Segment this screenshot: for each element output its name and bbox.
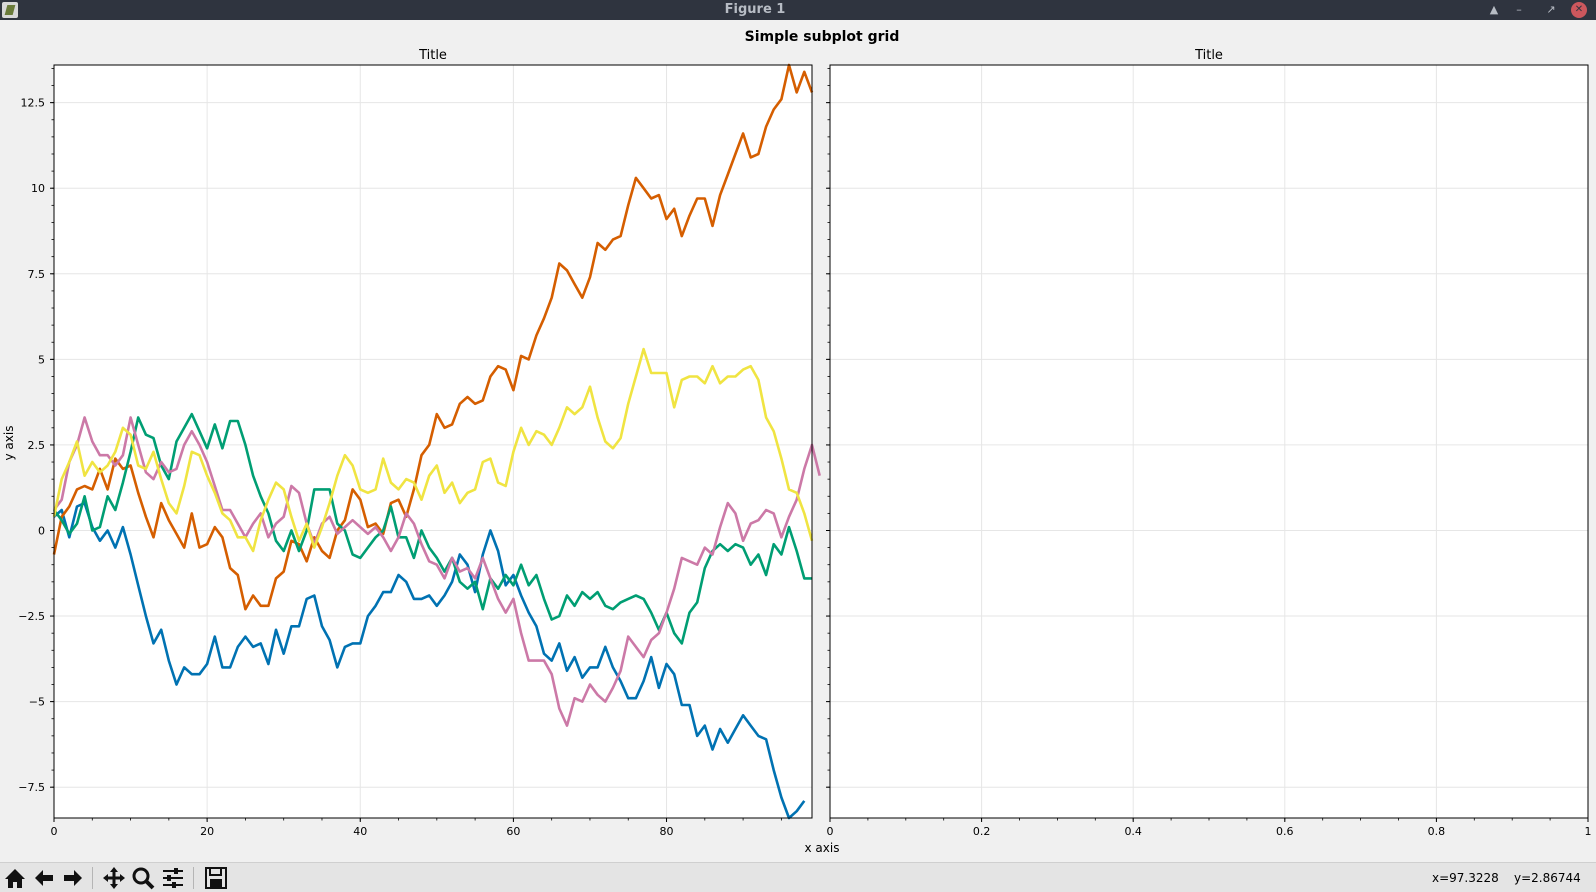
forward-arrow-icon[interactable] (60, 865, 86, 891)
zoom-icon[interactable] (130, 865, 156, 891)
series-line-1 (53, 501, 806, 820)
plot-area[interactable] (54, 65, 812, 818)
navigation-toolbar: x=97.3228 y=2.86744 (0, 862, 1596, 892)
x-tick-label: 20 (200, 825, 214, 838)
x-tick-label: 0 (827, 825, 834, 838)
y-tick-label: −2.5 (18, 610, 45, 623)
cursor-y-readout: y=2.86744 (1514, 871, 1581, 885)
y-tick-label: −7.5 (18, 781, 45, 794)
y-tick-label: 10 (31, 182, 45, 195)
window-titlebar: Figure 1 ▲ – ↗ ✕ (0, 0, 1596, 20)
minimize-icon[interactable]: – (1516, 3, 1522, 16)
figure-suptitle: Simple subplot grid (745, 29, 900, 45)
y-axis-label: y axis (2, 426, 16, 461)
cursor-x-readout: x=97.3228 (1432, 871, 1499, 885)
subplot-title: Title (1194, 48, 1223, 63)
x-tick-label: 0.4 (1124, 825, 1142, 838)
home-icon[interactable] (2, 865, 28, 891)
configure-subplots-icon[interactable] (160, 865, 186, 891)
figure-canvas[interactable]: Simple subplot grid 0 20 40 60 80−7.5−5−2.50… (0, 20, 1596, 862)
y-tick-label: −5 (29, 696, 45, 709)
subplot-title: Title (418, 48, 447, 63)
y-tick-label: 5 (38, 353, 45, 366)
series-line-3 (52, 412, 812, 645)
axes-frame (53, 64, 813, 819)
y-tick-label: 12.5 (21, 97, 46, 110)
series-line-5 (52, 347, 814, 553)
x-tick-label: 0.2 (973, 825, 991, 838)
x-tick-label: 0.6 (1276, 825, 1294, 838)
series-line-2 (52, 63, 814, 611)
x-tick-label: 60 (506, 825, 520, 838)
save-icon[interactable] (203, 865, 229, 891)
x-tick-label: 1 (1585, 825, 1592, 838)
left-subplot[interactable]: 0 20 40 60 80 −7.5 −5 −2.5 0 2.5 5 7.5 10 12.5 Title (18, 48, 821, 838)
back-arrow-icon[interactable] (31, 865, 57, 891)
shade-icon[interactable]: ▲ (1489, 3, 1499, 16)
axes-frame (829, 64, 1589, 819)
x-tick-label: 40 (353, 825, 367, 838)
toolbar-separator (92, 867, 93, 889)
y-tick-label: 7.5 (28, 268, 46, 281)
series-line-4 (52, 416, 821, 727)
y-tick-label: 0 (38, 524, 45, 537)
x-tick-label: 0 (51, 825, 58, 838)
app-icon (2, 2, 18, 18)
restore-icon[interactable]: ↗ (1546, 3, 1556, 16)
close-icon[interactable]: ✕ (1571, 2, 1587, 18)
x-tick-label: 80 (660, 825, 674, 838)
pan-icon[interactable] (101, 865, 127, 891)
y-tick-label: 2.5 (28, 439, 46, 452)
plot-area[interactable] (830, 65, 1588, 818)
right-subplot[interactable]: 0 0.2 0.4 0.6 0.8 1 Title (826, 48, 1592, 838)
x-tick-label: 0.8 (1428, 825, 1446, 838)
toolbar-separator (193, 867, 194, 889)
window-title: Figure 1 (724, 2, 786, 17)
x-axis-label: x axis (805, 841, 840, 855)
